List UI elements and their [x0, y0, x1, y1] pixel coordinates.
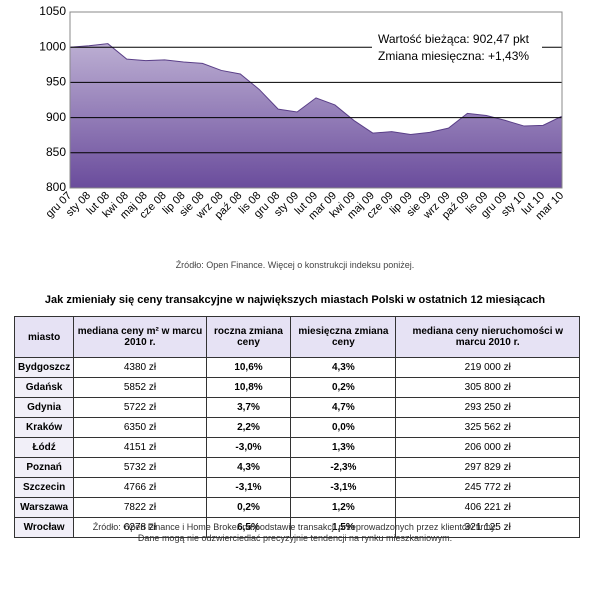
table-cell: 4151 zł [73, 437, 207, 458]
header-cell: miasto [13, 316, 75, 358]
table-row: Kraków 6350 zł 2,2% 0,0% 325 562 zł [13, 417, 580, 438]
table-cell: 5722 zł [73, 397, 207, 418]
table-cell: 293 250 zł [395, 397, 580, 418]
table-cell: 2,2% [205, 417, 292, 438]
table-cell: 0,2% [290, 377, 397, 398]
y-tick-label: 950 [46, 75, 66, 89]
table-row: Wrocław 6278 zł 6,5% 1,5% 321 125 zł [13, 517, 580, 538]
table-cell: 219 000 zł [395, 357, 580, 378]
table-cell: 0,0% [290, 417, 397, 438]
table-cell: Łódź [13, 437, 75, 458]
table-cell: 4,3% [205, 457, 292, 478]
table-cell: Wrocław [13, 517, 75, 538]
y-tick-label: 800 [46, 180, 66, 194]
plot-border [69, 11, 563, 189]
table-title: Jak zmieniały się ceny transakcyjne w na… [44, 294, 546, 306]
table-cell: 297 829 zł [395, 457, 580, 478]
table-cell: Gdynia [13, 397, 75, 418]
table-cell: 1,2% [290, 497, 397, 518]
table-cell: 245 772 zł [395, 477, 580, 498]
table-cell: -3,1% [290, 477, 397, 498]
footer-line: Dane mogą nie odzwierciedlać precyzyjnie… [137, 533, 453, 543]
table-cell: 7822 zł [73, 497, 207, 518]
y-tick-label: 900 [46, 110, 66, 124]
table-cell: 3,7% [205, 397, 292, 418]
y-tick-label: 1050 [39, 4, 66, 18]
price-table: miasto mediana ceny m² w marcu 2010 r. roc… [13, 316, 580, 538]
table-row: Łódź 4151 zł -3,0% 1,3% 206 000 zł [13, 437, 580, 458]
table-row: Gdańsk 5852 zł 10,8% 0,2% 305 800 zł [13, 377, 580, 398]
table-cell: Warszawa [13, 497, 75, 518]
table-cell: Szczecin [13, 477, 75, 498]
table-cell: 6350 zł [73, 417, 207, 438]
table-row: Szczecin 4766 zł -3,1% -3,1% 245 772 zł [13, 477, 580, 498]
annotation: Zmiana miesięczna: +1,43% [378, 49, 529, 63]
table-cell: -2,3% [290, 457, 397, 478]
table-cell: 305 800 zł [395, 377, 580, 398]
table-cell: 1,3% [290, 437, 397, 458]
table-cell: Kraków [13, 417, 75, 438]
table-cell: 4380 zł [73, 357, 207, 378]
table-cell: 4,7% [290, 397, 397, 418]
area [69, 43, 563, 189]
y-tick-label: 850 [46, 145, 66, 159]
table-cell: Gdańsk [13, 377, 75, 398]
table-cell: Bydgoszcz [13, 357, 75, 378]
table-cell: 321 125 zł [395, 517, 580, 538]
table-cell: 10,6% [205, 357, 292, 378]
header-cell: roczna zmiana ceny [205, 316, 292, 358]
annotation: Wartość bieżąca: 902,47 pkt [378, 32, 530, 46]
header-cell: miesięczna zmiana ceny [290, 316, 397, 358]
table-row: Gdynia 5722 zł 3,7% 4,7% 293 250 zł [13, 397, 580, 418]
table-footer: Źródło: Open Finance i Home Broker na po… [0, 522, 590, 544]
annotation-box [372, 30, 542, 66]
chart-source: Źródło: Open Finance. Więcej o konstrukc… [175, 260, 415, 270]
table-cell: 6278 zł [73, 517, 207, 538]
table-cell: 4766 zł [73, 477, 207, 498]
table-cell: -3,0% [205, 437, 292, 458]
table-cell: 5732 zł [73, 457, 207, 478]
table-cell: 10,8% [205, 377, 292, 398]
table-row: Bydgoszcz 4380 zł 10,6% 4,3% 219 000 zł [13, 357, 580, 378]
header-cell: mediana ceny m² w marcu 2010 r. [73, 316, 207, 358]
table-row: Warszawa 7822 zł 0,2% 1,2% 406 221 zł [13, 497, 580, 518]
table-cell: 206 000 zł [395, 437, 580, 458]
footer-line: Źródło: Open Finance i Home Broker na po… [92, 522, 498, 532]
table-row: Poznań 5732 zł 4,3% -2,3% 297 829 zł [13, 457, 580, 478]
table-cell: 4,3% [290, 357, 397, 378]
table-cell: 0,2% [205, 497, 292, 518]
header-cell: mediana ceny nieruchomości w marcu 2010 … [395, 316, 580, 358]
table-cell: 5852 zł [73, 377, 207, 398]
table-cell: 325 562 zł [395, 417, 580, 438]
table-cell: -3,1% [205, 477, 292, 498]
y-tick-label: 1000 [39, 39, 66, 53]
table-cell: Poznań [13, 457, 75, 478]
table-cell: 406 221 zł [395, 497, 580, 518]
table-cell: 1,5% [290, 517, 397, 538]
